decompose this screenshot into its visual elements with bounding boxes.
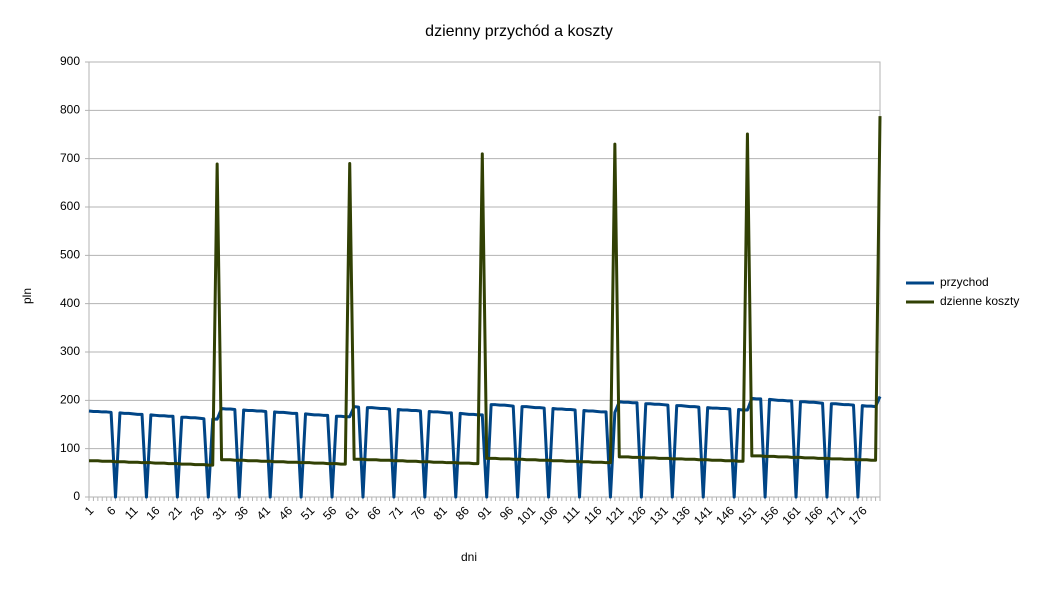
x-tick-label: 146: [713, 503, 737, 527]
x-tick-label: 41: [254, 503, 274, 523]
x-tick-label: 106: [536, 503, 560, 527]
x-tick-label: 21: [165, 503, 185, 523]
x-tick-label: 161: [779, 503, 803, 527]
x-tick-label: 171: [824, 503, 848, 527]
x-tick-label: 56: [320, 503, 340, 523]
series-line: [88, 395, 882, 499]
x-tick-label: 36: [232, 503, 252, 523]
x-tick-label: 71: [386, 503, 406, 523]
y-axis-label: pln: [20, 288, 34, 304]
x-tick-label: 66: [364, 503, 384, 523]
x-tick-label: 6: [104, 503, 119, 518]
y-tick-label: 900: [60, 54, 80, 68]
x-tick-label: 126: [625, 503, 649, 527]
y-tick-label: 700: [60, 151, 80, 165]
series-line: [89, 116, 882, 467]
x-tick-label: 176: [846, 503, 870, 527]
y-tick-label: 0: [73, 489, 80, 503]
x-tick-label: 121: [603, 503, 627, 527]
x-tick-label: 151: [735, 503, 759, 527]
x-tick-label: 96: [497, 503, 517, 523]
legend-label: dzienne koszty: [940, 294, 1019, 308]
x-tick-label: 141: [691, 503, 715, 527]
x-tick-label: 91: [475, 503, 495, 523]
x-tick-label: 156: [757, 503, 781, 527]
y-tick-label: 200: [60, 393, 80, 407]
x-tick-label: 61: [342, 503, 362, 523]
x-tick-label: 51: [298, 503, 318, 523]
x-tick-label: 11: [122, 503, 141, 522]
x-tick-label: 101: [514, 503, 538, 527]
x-tick-label: 46: [276, 503, 296, 523]
x-tick-label: 116: [581, 503, 605, 527]
x-tick-label: 76: [408, 503, 428, 523]
y-tick-label: 400: [60, 296, 80, 310]
x-tick-label: 81: [431, 503, 451, 523]
legend-label: przychod: [940, 275, 989, 289]
x-tick-label: 31: [210, 503, 230, 523]
chart-title: dzienny przychód a koszty: [425, 23, 613, 40]
x-tick-label: 26: [187, 503, 207, 523]
x-tick-label: 131: [647, 503, 671, 527]
x-axis-label: dni: [461, 550, 477, 564]
x-tick-label: 1: [82, 503, 97, 518]
y-tick-label: 500: [60, 248, 80, 262]
y-tick-label: 600: [60, 199, 80, 213]
x-tick-label: 86: [453, 503, 473, 523]
y-tick-label: 800: [60, 103, 80, 117]
x-tick-label: 166: [801, 503, 825, 527]
y-tick-label: 300: [60, 344, 80, 358]
x-tick-label: 136: [669, 503, 693, 527]
x-tick-label: 111: [560, 503, 583, 526]
x-tick-label: 16: [143, 503, 163, 523]
y-tick-label: 100: [60, 441, 80, 455]
